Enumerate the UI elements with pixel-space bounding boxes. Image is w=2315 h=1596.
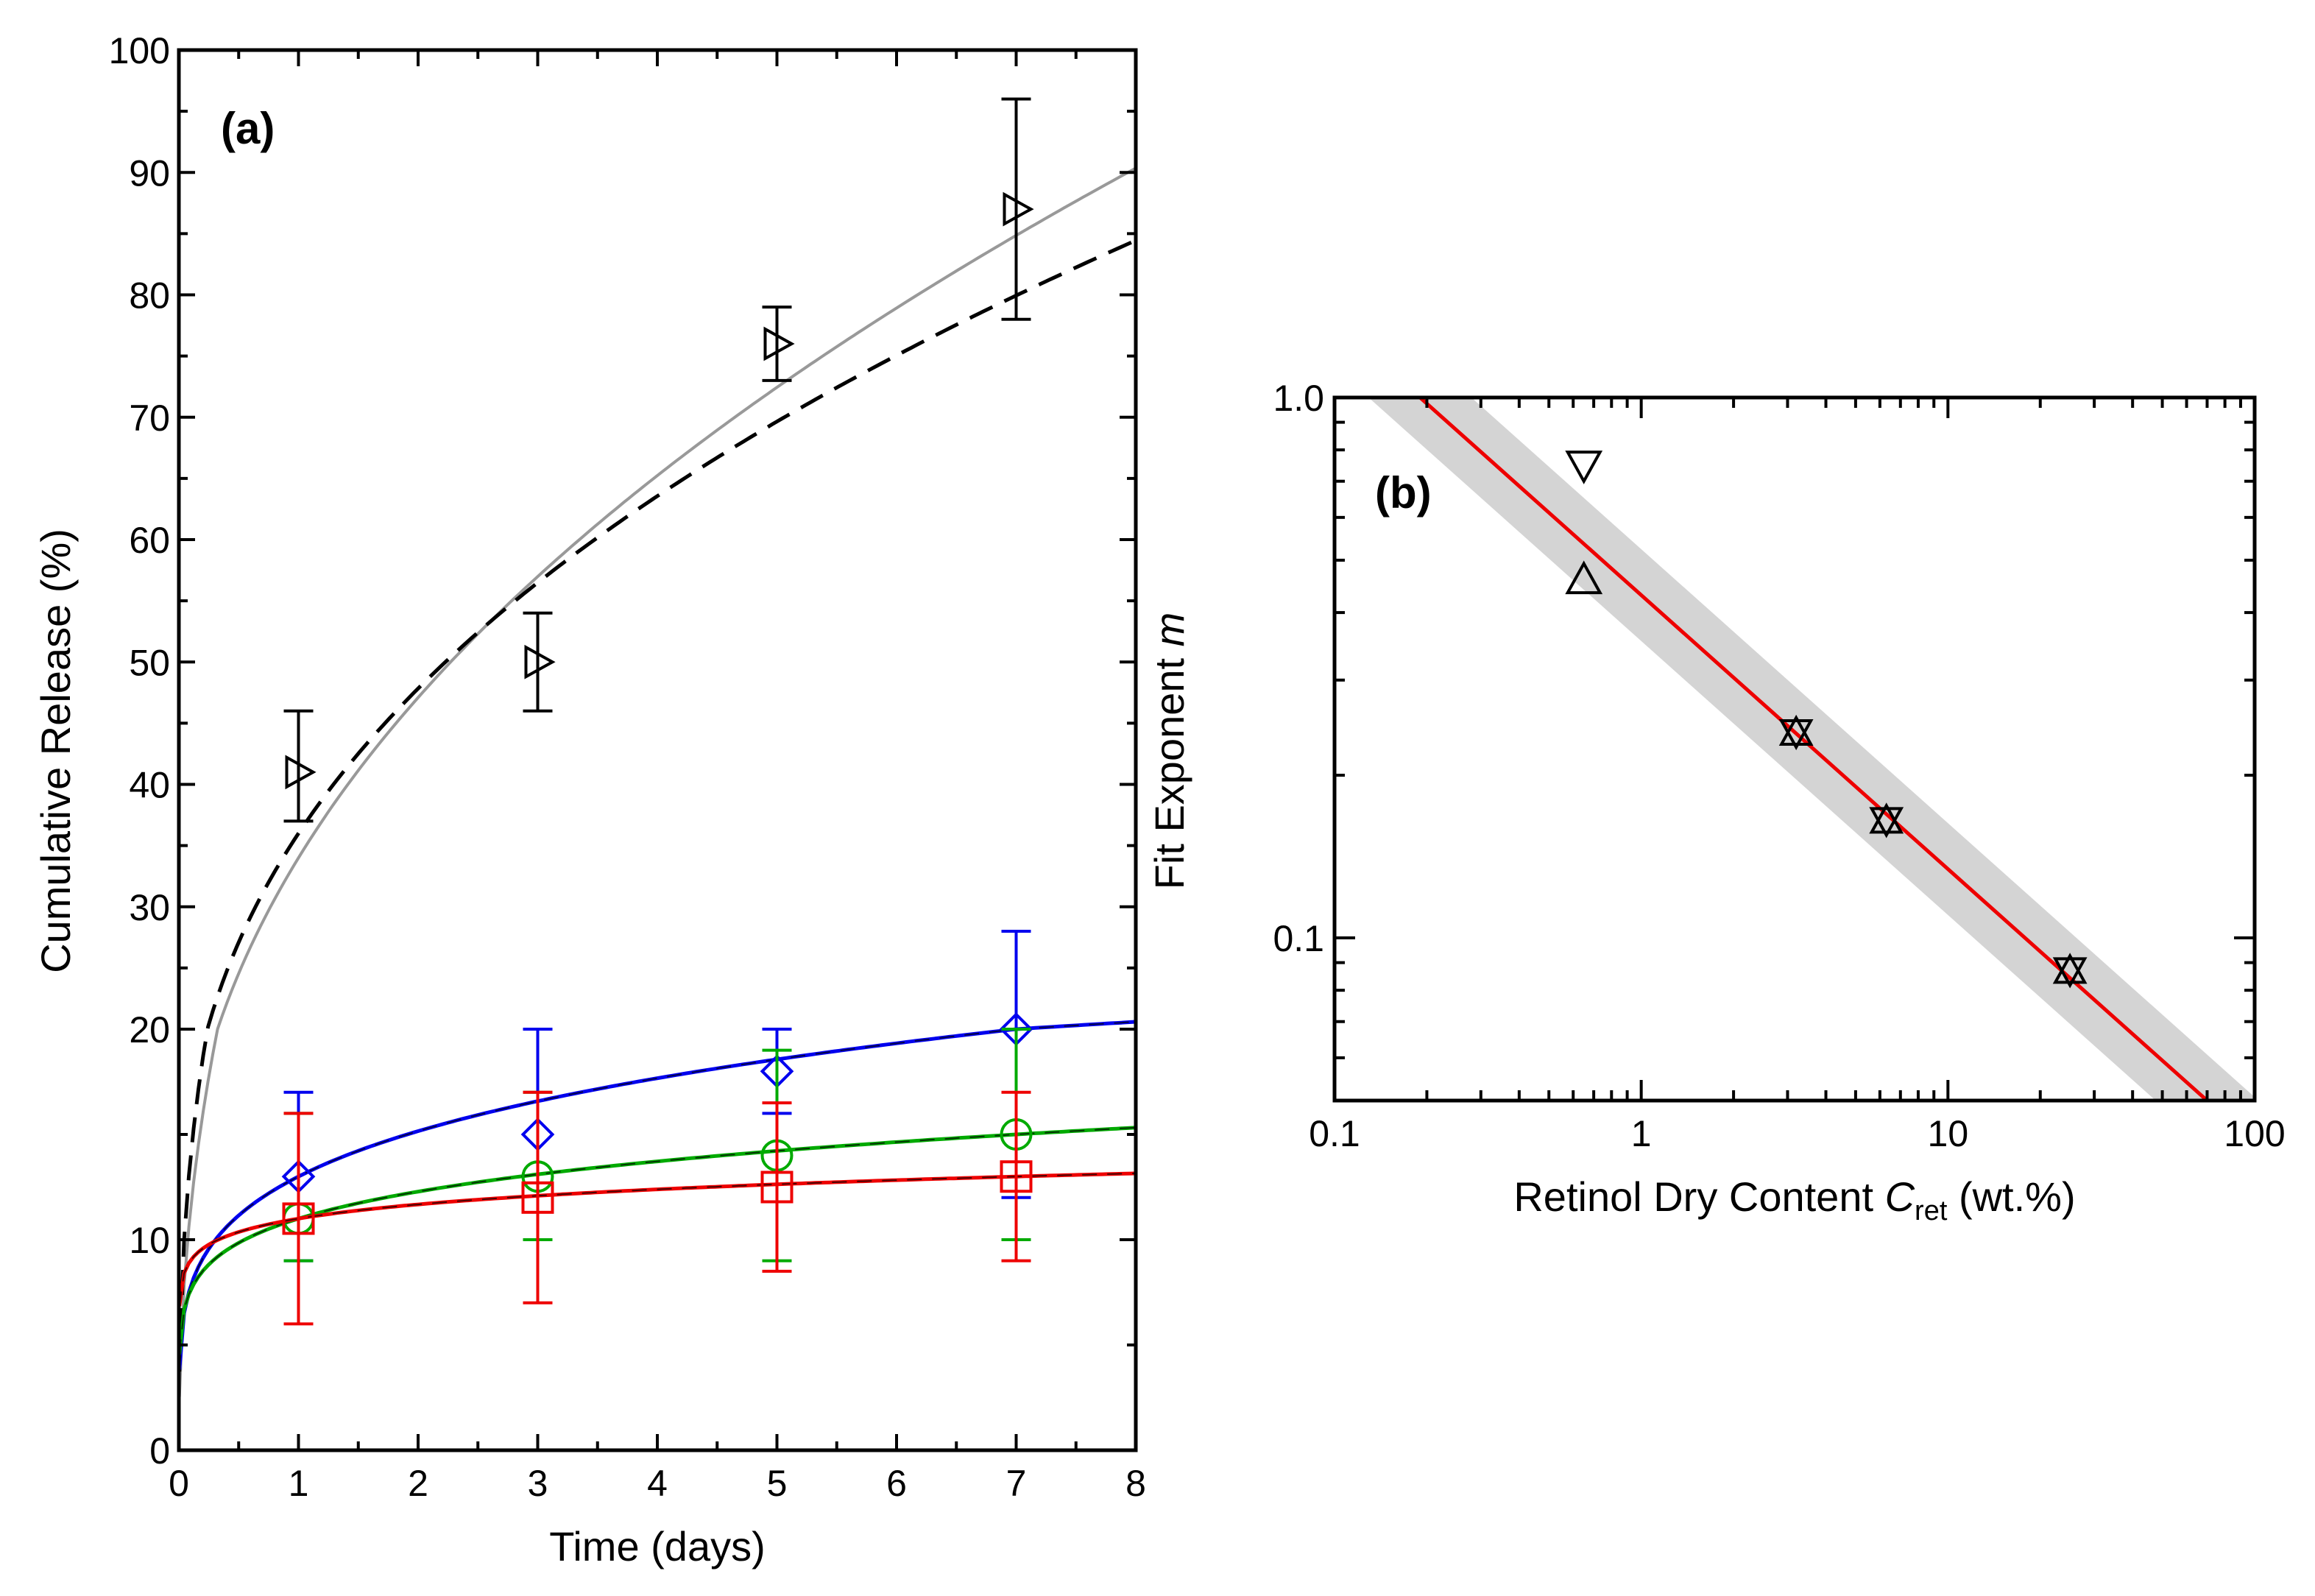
data-point bbox=[285, 755, 317, 790]
panel-a-frame bbox=[177, 48, 1138, 1452]
y-tick-label: 30 bbox=[129, 887, 170, 928]
y-tick-label: 80 bbox=[129, 275, 170, 317]
panel-b-x-axis-label-symbol: C bbox=[1885, 1173, 1915, 1220]
fit-curve-solid bbox=[177, 1020, 1137, 1370]
panel-b-label: (b) bbox=[1375, 468, 1432, 518]
data-point bbox=[1565, 451, 1603, 484]
fit-line bbox=[1417, 398, 2210, 1101]
fit-curve-solid bbox=[177, 166, 1137, 1397]
fit-curve-dashed bbox=[178, 1126, 1137, 1355]
data-point bbox=[763, 326, 795, 361]
panel-a-label: (a) bbox=[221, 104, 275, 153]
panel-b-frame bbox=[1332, 395, 2257, 1103]
data-point bbox=[1869, 807, 1904, 838]
panel-b-x-axis-label-text: Retinol Dry Content bbox=[1513, 1173, 1873, 1220]
data-point bbox=[1003, 191, 1034, 227]
panel-b-y-axis-label: Fit Exponent m bbox=[1146, 612, 1192, 890]
panel-b-y-axis-label-text: Fit Exponent bbox=[1146, 657, 1192, 889]
y-tick-label: 1.0 bbox=[1273, 378, 1324, 419]
data-point bbox=[524, 644, 556, 679]
fit-curve-dashed bbox=[178, 1172, 1137, 1307]
y-tick-label: 100 bbox=[109, 30, 170, 71]
y-tick-label: 60 bbox=[129, 520, 170, 561]
x-tick-label: 7 bbox=[1006, 1463, 1027, 1504]
data-point bbox=[2052, 957, 2088, 989]
data-point bbox=[521, 1181, 554, 1214]
x-tick-label: 10 bbox=[1928, 1113, 1969, 1154]
x-tick-label: 2 bbox=[408, 1463, 428, 1504]
y-tick-label: 40 bbox=[129, 765, 170, 806]
panel-b-points bbox=[1565, 451, 2088, 989]
x-tick-label: 1 bbox=[1631, 1113, 1652, 1154]
panel-b-x-axis-label: Retinol Dry Content Cret (wt.%) bbox=[1513, 1173, 2075, 1226]
panel-b-y-axis-label-symbol: m bbox=[1146, 612, 1192, 647]
y-tick-label: 10 bbox=[129, 1220, 170, 1261]
x-tick-label: 100 bbox=[2224, 1113, 2285, 1154]
y-tick-label: 50 bbox=[129, 642, 170, 683]
y-tick-label: 90 bbox=[129, 152, 170, 194]
y-tick-label: 20 bbox=[129, 1009, 170, 1051]
data-point bbox=[760, 1170, 794, 1204]
x-tick-label: 1 bbox=[289, 1463, 309, 1504]
y-tick-label: 70 bbox=[129, 398, 170, 439]
fit-curve-solid bbox=[177, 1171, 1137, 1307]
panel-a-series-diamond bbox=[177, 930, 1137, 1370]
panel-a-y-axis-label: Cumulative Release (%) bbox=[32, 529, 79, 973]
x-tick-label: 5 bbox=[767, 1463, 788, 1504]
x-tick-label: 8 bbox=[1125, 1463, 1146, 1504]
x-tick-label: 6 bbox=[886, 1463, 907, 1504]
panel-a-x-axis-label: Time (days) bbox=[549, 1523, 766, 1569]
data-point bbox=[1778, 718, 1814, 751]
x-tick-label: 0 bbox=[169, 1463, 189, 1504]
fit-curve-dashed bbox=[177, 239, 1137, 1372]
panel-b-x-axis-label-unit: (wt.%) bbox=[1959, 1173, 2076, 1220]
x-tick-label: 0.1 bbox=[1309, 1113, 1360, 1154]
data-point bbox=[1565, 560, 1603, 595]
panel-a-series-square bbox=[177, 1090, 1137, 1326]
y-tick-label: 0.1 bbox=[1273, 918, 1324, 959]
panel-b-x-axis-label-subscript: ret bbox=[1915, 1196, 1948, 1226]
panel-b-chart: 0.1 1 10 100 0.1 1.0 (b) Retinol Dry Content … bbox=[1146, 378, 2286, 1226]
panel-a-marks bbox=[177, 97, 1137, 1397]
y-tick-label: 0 bbox=[149, 1430, 170, 1472]
panel-b-ticks: 0.1 1 10 100 0.1 1.0 bbox=[1273, 378, 2285, 1154]
panel-a-series-triangle-right bbox=[177, 97, 1137, 1397]
data-point bbox=[282, 1202, 315, 1235]
fit-curve-dashed bbox=[178, 1021, 1137, 1370]
x-tick-label: 4 bbox=[647, 1463, 668, 1504]
data-point bbox=[1000, 1160, 1033, 1193]
panel-b-marks bbox=[1368, 398, 2255, 1101]
x-tick-label: 3 bbox=[528, 1463, 548, 1504]
